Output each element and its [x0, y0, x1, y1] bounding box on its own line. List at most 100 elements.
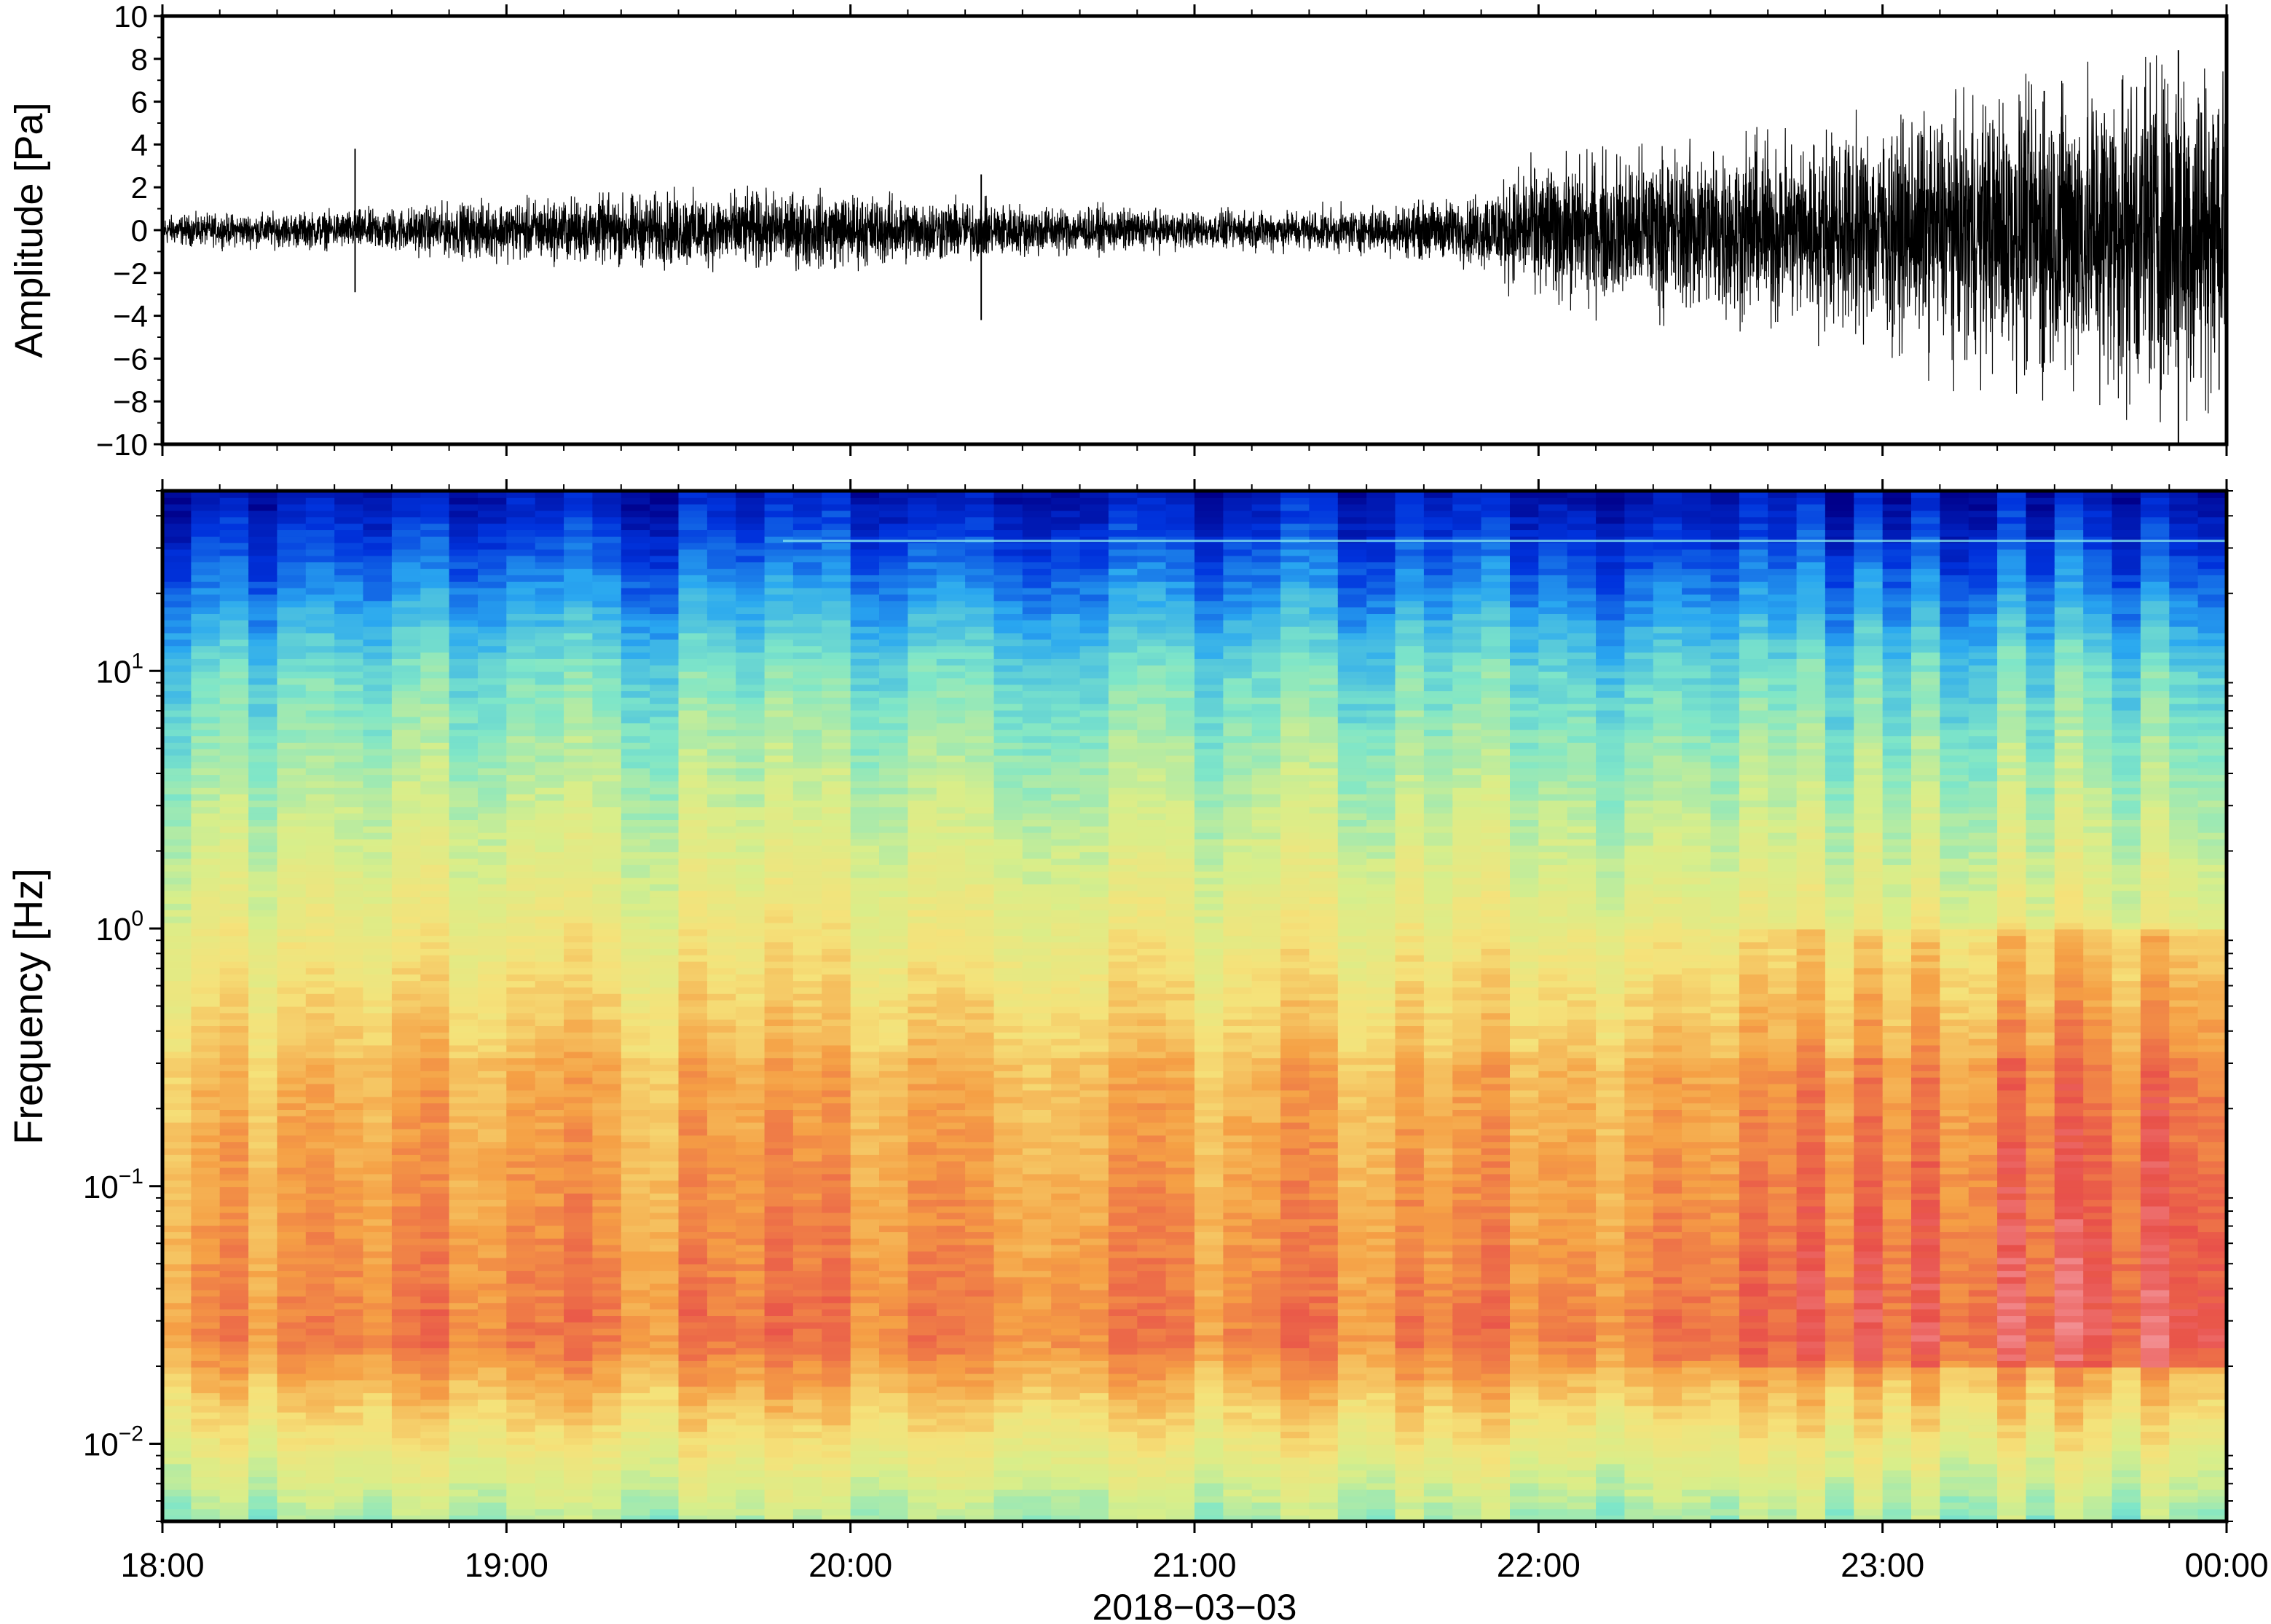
spectrogram-cell	[162, 813, 192, 820]
spectrogram-cell	[592, 1244, 622, 1252]
spectrogram-cell	[363, 575, 393, 582]
spectrogram-cell	[650, 1457, 680, 1465]
spectrogram-cell	[219, 1321, 250, 1329]
spectrogram-cell	[650, 1096, 680, 1104]
spectrogram-cell	[564, 1360, 594, 1368]
spectrogram-cell	[248, 709, 278, 717]
spectrogram-cell	[822, 619, 851, 627]
spectrogram-cell	[191, 754, 221, 762]
spectrogram-cell	[965, 961, 995, 969]
spectrogram-cell	[678, 607, 708, 614]
spectrogram-cell	[334, 548, 364, 556]
spectrogram-cell	[420, 1270, 450, 1277]
spectrogram-cell	[965, 1392, 995, 1400]
spectrogram-cell	[449, 729, 479, 736]
spectrogram-cell	[191, 1443, 221, 1451]
spectrogram-cell	[191, 1019, 221, 1026]
spectrogram-cell	[879, 1135, 909, 1143]
spectrogram-cell	[363, 890, 393, 898]
spectrogram-cell	[162, 561, 192, 569]
spectrogram-cell	[792, 1347, 823, 1355]
spectrogram-cell	[420, 1225, 450, 1232]
spectrogram-cell	[764, 632, 794, 640]
spectrogram-cell	[334, 652, 364, 659]
spectrogram-cell	[993, 1076, 1023, 1084]
spectrogram-cell	[879, 993, 909, 1001]
spectrogram-cell	[850, 947, 881, 955]
spectrogram-cell	[420, 838, 450, 846]
spectrogram-cell	[792, 1366, 823, 1374]
spectrogram-cell	[850, 1012, 881, 1020]
spectrogram-cell	[363, 1076, 393, 1084]
spectrogram-cell	[936, 1218, 967, 1226]
spectrogram-cell	[908, 1006, 937, 1014]
spectrogram-cell	[908, 1264, 937, 1272]
spectrogram-cell	[564, 1296, 594, 1304]
spectrogram-cell	[564, 793, 594, 801]
spectrogram-cell	[449, 1122, 479, 1130]
spectrogram-cell	[191, 1515, 221, 1521]
spectrogram-cell	[219, 1276, 250, 1284]
spectrogram-cell	[822, 813, 851, 820]
spectrogram-cell	[420, 671, 450, 679]
spectrogram-cell	[191, 1057, 221, 1065]
spectrogram-cell	[736, 967, 765, 975]
spectrogram-cell	[564, 838, 594, 846]
spectrogram-cell	[305, 1405, 336, 1413]
spectrogram-cell	[420, 1264, 450, 1272]
spectrogram-cell	[792, 999, 823, 1007]
spectrogram-cell	[1022, 1180, 1052, 1188]
spectrogram-cell	[993, 1122, 1023, 1130]
spectrogram-cell	[850, 1051, 881, 1059]
spectrogram-cell	[822, 1044, 851, 1052]
spectrogram-cell	[191, 1051, 221, 1059]
spectrogram-cell	[764, 580, 794, 588]
spectrogram-cell	[535, 813, 565, 820]
spectrogram-cell	[363, 825, 393, 833]
spectrogram-cell	[879, 709, 909, 717]
spectrogram-cell	[305, 677, 336, 685]
spectrogram-cell	[391, 645, 422, 653]
spectrogram-cell	[535, 768, 565, 776]
spectrogram-cell	[191, 1418, 221, 1426]
spectrogram-cell	[449, 1309, 479, 1316]
spectrogram-cell	[850, 761, 881, 769]
spectrogram-cell	[277, 999, 307, 1007]
spectrogram-cell	[449, 993, 479, 1001]
spectrogram-cell	[478, 883, 508, 891]
spectrogram-cell	[678, 947, 708, 955]
spectrogram-cell	[850, 741, 881, 749]
spectrogram-cell	[621, 858, 651, 865]
spectrogram-cell	[449, 858, 479, 865]
spectrogram-cell	[965, 568, 995, 575]
spectrogram-cell	[879, 1244, 909, 1252]
spectrogram-cell	[822, 497, 851, 505]
spectrogram-cell	[764, 1180, 794, 1188]
spectrogram-cell	[277, 1302, 307, 1310]
spectrogram-cell	[420, 890, 450, 898]
spectrogram-cell	[792, 870, 823, 878]
spectrogram-cell	[993, 787, 1023, 795]
spectrogram-cell	[621, 503, 651, 511]
spectrogram-cell	[965, 1270, 995, 1277]
spectrogram-cell	[506, 1405, 536, 1413]
spectrogram-cell	[936, 1076, 967, 1084]
spectrogram-cell	[822, 987, 851, 994]
spectrogram-cell	[822, 851, 851, 859]
spectrogram-cell	[535, 1128, 565, 1136]
spectrogram-cell	[993, 516, 1023, 524]
spectrogram-cell	[420, 580, 450, 588]
spectrogram-cell	[449, 626, 479, 634]
spectrogram-cell	[564, 684, 594, 692]
spectrogram-cell	[965, 748, 995, 756]
spectrogram-cell	[162, 1399, 192, 1406]
spectrogram-cell	[908, 639, 937, 647]
spectrogram-cell	[993, 1244, 1023, 1252]
spectrogram-cell	[248, 903, 278, 910]
spectrogram-cell	[535, 1405, 565, 1413]
spectrogram-cell	[707, 561, 737, 569]
spectrogram-cell	[650, 1154, 680, 1162]
spectrogram-cell	[219, 1148, 250, 1155]
spectrogram-cell	[822, 1347, 851, 1355]
spectrogram-cell	[678, 942, 708, 949]
